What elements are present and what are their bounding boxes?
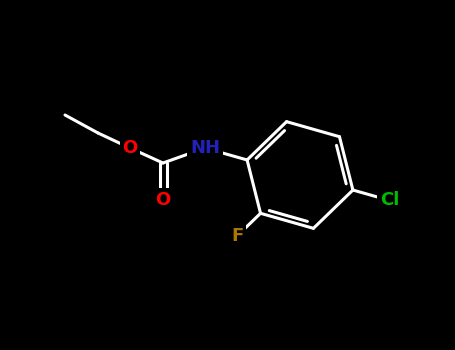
Text: O: O bbox=[155, 191, 171, 209]
Text: NH: NH bbox=[190, 139, 220, 157]
Text: Cl: Cl bbox=[380, 191, 399, 209]
Text: F: F bbox=[232, 226, 244, 245]
Text: O: O bbox=[122, 139, 137, 157]
